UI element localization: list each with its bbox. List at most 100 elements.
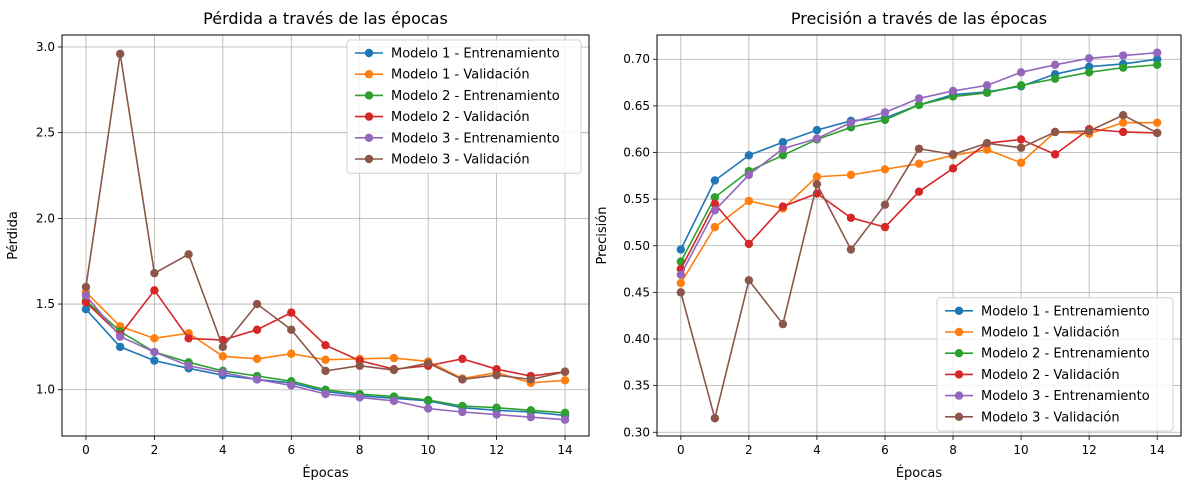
data-point	[744, 151, 754, 160]
data-point	[526, 406, 536, 415]
data-point	[1050, 150, 1060, 159]
x-tick-label: 2	[745, 443, 753, 457]
data-point	[982, 88, 992, 98]
data-point	[676, 288, 686, 297]
data-point	[778, 144, 788, 153]
data-point	[778, 319, 788, 329]
legend-entry-label: Modelo 1 - Entrenamiento	[391, 47, 560, 62]
legend-entry-label: Modelo 1 - Validación	[981, 326, 1120, 341]
data-point	[218, 368, 228, 377]
data-point	[287, 308, 296, 317]
data-point	[1084, 54, 1094, 63]
data-point	[1016, 81, 1026, 90]
data-point	[458, 354, 467, 364]
data-point	[252, 354, 262, 364]
legend-entry-label: Modelo 3 - Validación	[391, 153, 530, 168]
data-point	[458, 375, 467, 384]
data-point	[880, 200, 890, 209]
data-point	[526, 375, 536, 384]
legend-swatch-marker	[364, 70, 374, 79]
data-point	[1118, 127, 1128, 137]
data-point	[252, 375, 262, 384]
x-tick-label: 14	[1150, 443, 1165, 457]
x-tick-label: 6	[881, 443, 889, 457]
legend-swatch-marker	[364, 133, 374, 142]
data-point	[710, 414, 720, 423]
x-tick-label: 4	[219, 443, 227, 457]
y-tick-label: 1.5	[36, 297, 55, 311]
data-point	[880, 222, 890, 232]
data-point	[846, 118, 856, 127]
data-point	[355, 393, 364, 402]
data-point	[1118, 118, 1128, 127]
data-point	[81, 282, 91, 292]
data-point	[389, 396, 399, 406]
legend-swatch-marker	[364, 48, 374, 58]
data-point	[560, 415, 570, 424]
legend-swatch-marker	[364, 91, 374, 100]
x-tick-label: 14	[557, 443, 572, 457]
x-tick-label: 10	[1013, 443, 1028, 457]
data-point	[423, 395, 433, 405]
data-point	[846, 213, 856, 222]
y-tick-label: 3.0	[36, 40, 55, 54]
data-point	[287, 349, 296, 358]
data-point	[321, 340, 330, 350]
data-point	[560, 408, 570, 418]
data-point	[880, 108, 890, 117]
data-point	[115, 49, 125, 59]
legend-entry-label: Modelo 2 - Entrenamiento	[391, 89, 560, 104]
x-tick-label: 0	[82, 443, 90, 457]
x-tick-label: 8	[949, 443, 957, 457]
data-point	[982, 81, 992, 90]
data-point	[914, 144, 924, 153]
legend: Modelo 1 - Entrenamiento Modelo 1 - Valid…	[936, 297, 1174, 432]
data-point	[1016, 143, 1026, 153]
data-point	[81, 298, 91, 307]
data-point	[778, 202, 788, 211]
chart-loss: 0 2 4 6 8 10 12 14 1.0 1.5 2.0 2.5 3.0 Pérdida a tra…	[6, 9, 590, 481]
y-tick-label: 0.45	[623, 285, 650, 299]
data-point	[880, 165, 890, 174]
legend-box	[346, 39, 582, 174]
data-point	[492, 370, 501, 380]
data-point	[914, 94, 924, 103]
data-point	[710, 193, 720, 202]
legend-swatch-marker	[954, 349, 964, 358]
data-point	[287, 381, 296, 390]
y-tick-label: 0.35	[623, 379, 650, 393]
data-point	[1016, 68, 1026, 77]
data-point	[115, 342, 125, 352]
data-point	[355, 361, 364, 370]
data-point	[812, 172, 822, 181]
data-point	[184, 250, 193, 259]
data-point	[812, 134, 822, 143]
legend-entry-label: Modelo 2 - Validación	[391, 110, 530, 125]
x-tick-label: 8	[356, 443, 364, 457]
legend-swatch-marker	[954, 391, 964, 400]
x-tick-label: 6	[287, 443, 295, 457]
y-tick-label: 0.40	[623, 332, 650, 346]
y-tick-label: 0.55	[623, 192, 650, 206]
y-tick-label: 0.60	[623, 146, 650, 160]
data-point	[184, 361, 193, 370]
data-point	[492, 403, 501, 412]
y-tick-label: 0.30	[623, 425, 650, 439]
data-point	[812, 180, 822, 189]
data-point	[914, 187, 924, 196]
data-point	[150, 334, 159, 343]
y-tick-label: 1.0	[36, 383, 55, 397]
data-point	[321, 389, 330, 399]
x-tick-label: 2	[151, 443, 159, 457]
legend-entry-label: Modelo 1 - Entrenamiento	[981, 304, 1150, 319]
data-point	[914, 159, 924, 168]
legend-box	[936, 297, 1174, 432]
data-point	[1118, 51, 1128, 60]
data-point	[676, 270, 686, 279]
chart-title: Precisión a través de las épocas	[791, 9, 1047, 28]
data-point	[560, 376, 570, 385]
legend-entry-label: Modelo 2 - Validación	[981, 368, 1120, 383]
data-point	[492, 410, 501, 419]
x-axis-label: Épocas	[896, 465, 943, 481]
